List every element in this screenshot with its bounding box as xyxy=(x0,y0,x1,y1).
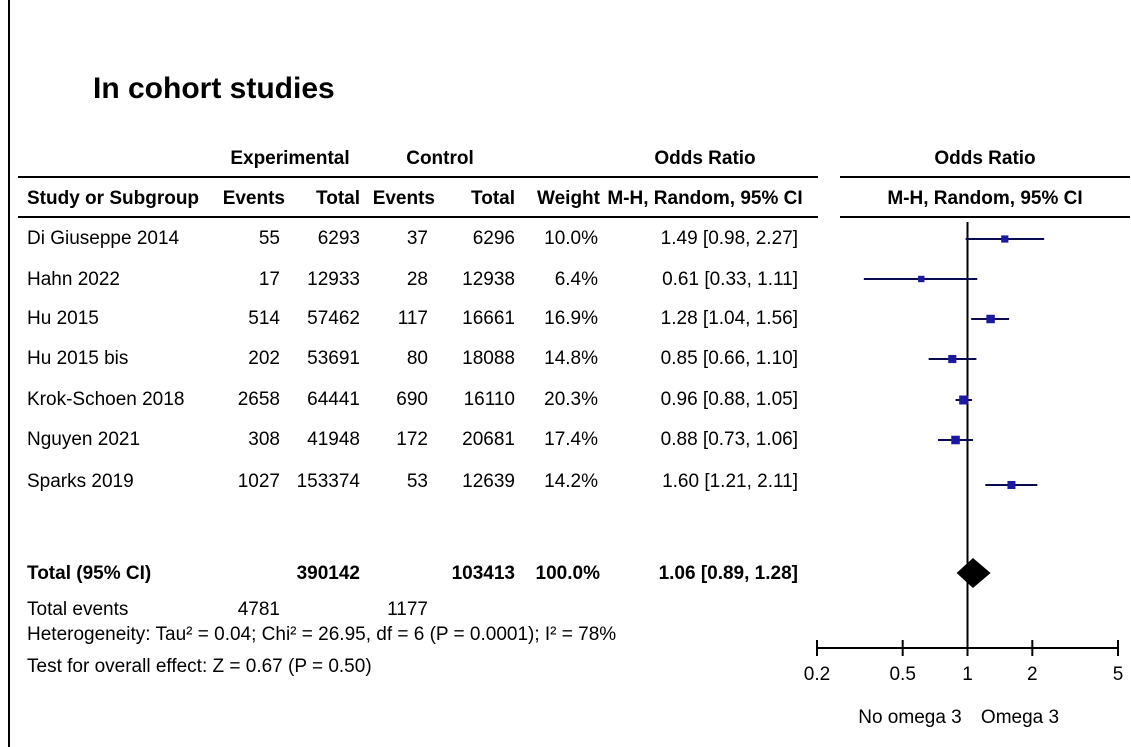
total-ctl-total: 103413 xyxy=(451,563,515,584)
point-estimate-marker xyxy=(1001,235,1009,243)
heterogeneity-text: Heterogeneity: Tau² = 0.04; Chi² = 26.95… xyxy=(27,624,617,645)
header-exp-events: Events xyxy=(222,188,285,209)
row-or-text: 1.60 [1.21, 2.11] xyxy=(662,471,798,492)
axis-label-right: Omega 3 xyxy=(981,707,1059,728)
header-divider-top xyxy=(18,176,818,178)
total-label: Total (95% CI) xyxy=(27,563,152,584)
row-exp-events: 17 xyxy=(258,269,280,290)
total-or-text: 1.06 [0.89, 1.28] xyxy=(658,563,798,584)
row-study: Sparks 2019 xyxy=(27,471,134,492)
row-ctl-total: 16661 xyxy=(462,308,515,329)
row-or-text: 1.49 [0.98, 2.27] xyxy=(660,228,798,249)
row-exp-total: 153374 xyxy=(296,471,360,492)
row-ctl-events: 80 xyxy=(406,348,428,369)
header-odds-ratio-text: Odds Ratio xyxy=(654,148,756,169)
row-ctl-events: 690 xyxy=(396,389,428,410)
row-ctl-events: 28 xyxy=(406,269,428,290)
row-weight: 17.4% xyxy=(544,429,598,450)
row-study: Hu 2015 xyxy=(27,308,99,329)
row-or-text: 0.61 [0.33, 1.11] xyxy=(662,269,798,290)
header-method-plot: M-H, Random, 95% CI xyxy=(887,188,1083,209)
point-estimate-marker xyxy=(948,354,957,364)
row-or-text: 0.88 [0.73, 1.06] xyxy=(660,429,798,450)
total-exp-total: 390142 xyxy=(296,563,360,584)
row-exp-total: 64441 xyxy=(307,389,360,410)
row-study: Krok-Schoen 2018 xyxy=(27,389,185,410)
header-method-text: M-H, Random, 95% CI xyxy=(607,188,803,209)
row-study: Hu 2015 bis xyxy=(27,348,129,369)
events-exp: 4781 xyxy=(237,599,280,620)
row-or-text: 0.85 [0.66, 1.10] xyxy=(660,348,798,369)
row-study: Nguyen 2021 xyxy=(27,429,141,450)
row-exp-events: 2658 xyxy=(237,389,280,410)
header-odds-ratio-plot: Odds Ratio xyxy=(934,148,1036,169)
row-weight: 14.8% xyxy=(544,348,598,369)
left-border-line xyxy=(8,0,10,747)
row-ctl-total: 12639 xyxy=(462,471,515,492)
row-weight: 6.4% xyxy=(554,269,598,290)
point-estimate-marker xyxy=(986,314,995,324)
row-ctl-total: 16110 xyxy=(463,389,515,410)
x-axis-tick-label: 2 xyxy=(1027,664,1038,685)
row-ctl-total: 12938 xyxy=(462,269,515,290)
row-weight: 14.2% xyxy=(544,471,598,492)
point-estimate-marker xyxy=(959,395,969,405)
row-weight: 20.3% xyxy=(544,389,598,410)
row-exp-total: 57462 xyxy=(307,308,360,329)
row-exp-total: 53691 xyxy=(307,348,360,369)
row-or-text: 0.96 [0.88, 1.05] xyxy=(660,389,798,410)
header-study: Study or Subgroup xyxy=(27,188,200,209)
point-estimate-marker xyxy=(1007,480,1016,490)
x-axis-tick-label: 5 xyxy=(1113,664,1124,685)
row-ctl-total: 18088 xyxy=(462,348,515,369)
header-experimental: Experimental xyxy=(230,148,350,169)
chart-title: In cohort studies xyxy=(93,72,335,105)
row-ctl-total: 6296 xyxy=(472,228,515,249)
row-exp-total: 6293 xyxy=(317,228,360,249)
row-ctl-total: 20681 xyxy=(462,429,515,450)
header-ctl-total: Total xyxy=(471,188,515,209)
row-ctl-events: 117 xyxy=(397,308,428,329)
row-study: Di Giuseppe 2014 xyxy=(27,228,180,249)
header-divider-bottom xyxy=(18,216,818,218)
point-estimate-marker xyxy=(918,275,925,283)
x-axis-tick-label: 1 xyxy=(962,664,973,685)
row-weight: 16.9% xyxy=(544,308,598,329)
overall-effect-text: Test for overall effect: Z = 0.67 (P = 0… xyxy=(27,656,372,677)
row-exp-events: 1027 xyxy=(237,471,280,492)
header-exp-total: Total xyxy=(316,188,360,209)
header-control: Control xyxy=(406,148,474,169)
row-exp-events: 55 xyxy=(258,228,280,249)
pooled-diamond xyxy=(956,558,991,588)
row-exp-events: 202 xyxy=(248,348,280,369)
row-exp-total: 41948 xyxy=(307,429,360,450)
point-estimate-marker xyxy=(951,435,960,445)
x-axis-tick-label: 0.5 xyxy=(889,664,915,685)
header-divider-top-plot xyxy=(840,176,1130,178)
row-exp-events: 308 xyxy=(248,429,280,450)
row-ctl-events: 53 xyxy=(406,471,428,492)
row-exp-events: 514 xyxy=(248,308,280,329)
header-divider-bottom-plot xyxy=(840,216,1130,218)
row-study: Hahn 2022 xyxy=(27,269,120,290)
row-weight: 10.0% xyxy=(544,228,598,249)
row-ctl-events: 172 xyxy=(396,429,428,450)
total-weight: 100.0% xyxy=(535,563,600,584)
header-ctl-events: Events xyxy=(372,188,435,209)
events-label: Total events xyxy=(27,599,129,620)
row-exp-total: 12933 xyxy=(307,269,360,290)
row-or-text: 1.28 [1.04, 1.56] xyxy=(660,308,798,329)
axis-label-left: No omega 3 xyxy=(858,707,962,728)
events-ctl: 1177 xyxy=(387,599,428,620)
x-axis-tick-label: 0.2 xyxy=(804,664,830,685)
header-weight: Weight xyxy=(537,188,600,209)
row-ctl-events: 37 xyxy=(406,228,428,249)
